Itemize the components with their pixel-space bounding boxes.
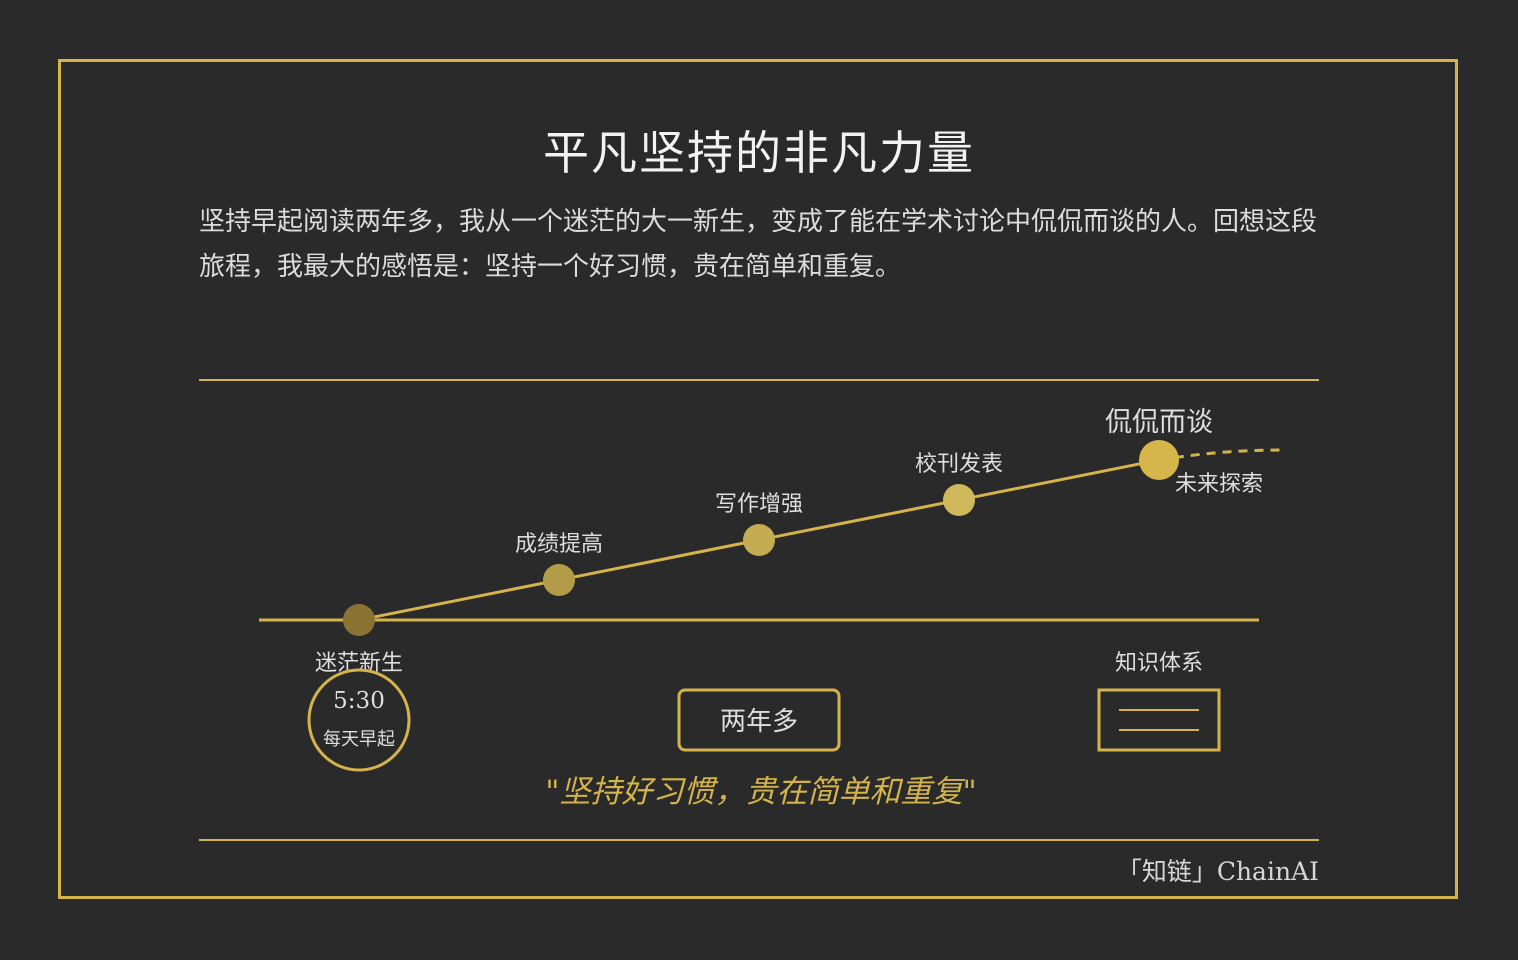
milestone-dot-1 [543,564,575,596]
book-icon [1097,688,1221,752]
milestone-label: 校刊发表 [915,452,1003,477]
milestone-label: 侃侃而谈 [1105,407,1213,438]
duration-box [677,688,841,752]
milestone-label: 成绩提高 [515,532,603,557]
outer-frame [58,59,1458,899]
milestone-dot-4 [1139,440,1179,480]
alarm-clock-icon [307,668,411,772]
alarm-time: 5:30 [333,688,385,714]
motto-quote: "坚持好习惯，贵在简单和重复" [545,774,977,810]
alarm-caption: 每天早起 [323,729,395,750]
milestone-label: 写作增强 [715,492,803,517]
milestone-label: 迷茫新生 [315,651,403,676]
future-label: 未来探索 [1175,472,1263,497]
page-title: 平凡坚持的非凡力量 [543,126,975,180]
milestone-dot-3 [943,484,975,516]
brand-signature: 「知链」ChainAI [1116,857,1319,886]
milestone-dot-2 [743,524,775,556]
milestone-dot-0 [343,604,375,636]
duration-label: 两年多 [720,707,798,737]
knowledge-label: 知识体系 [1115,651,1203,676]
intro-paragraph: 坚持早起阅读两年多，我从一个迷茫的大一新生，变成了能在学术讨论中侃侃而谈的人。回… [199,207,1318,282]
